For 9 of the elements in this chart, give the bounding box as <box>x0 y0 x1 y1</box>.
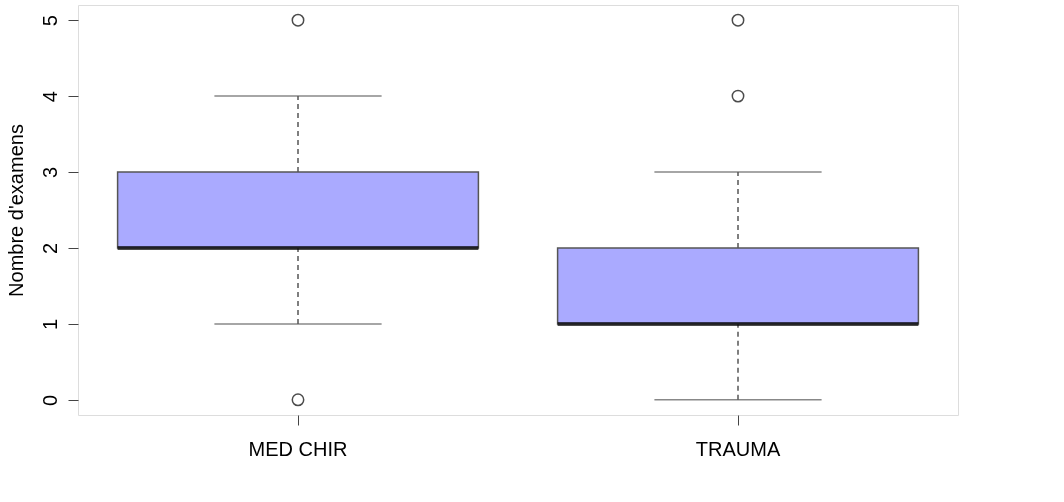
y-tick-label: 1 <box>38 318 61 330</box>
x-tick-label: TRAUMA <box>695 437 781 460</box>
x-tick-label: MED CHIR <box>248 437 348 460</box>
y-tick-label: 2 <box>38 242 61 255</box>
y-tick-label: 4 <box>38 91 61 103</box>
y-tick-label: 3 <box>38 166 61 179</box>
y-tick-label: 0 <box>38 394 61 406</box>
y-tick-label: 5 <box>38 15 61 27</box>
y-axis-title: Nombre d'examens <box>4 124 27 297</box>
